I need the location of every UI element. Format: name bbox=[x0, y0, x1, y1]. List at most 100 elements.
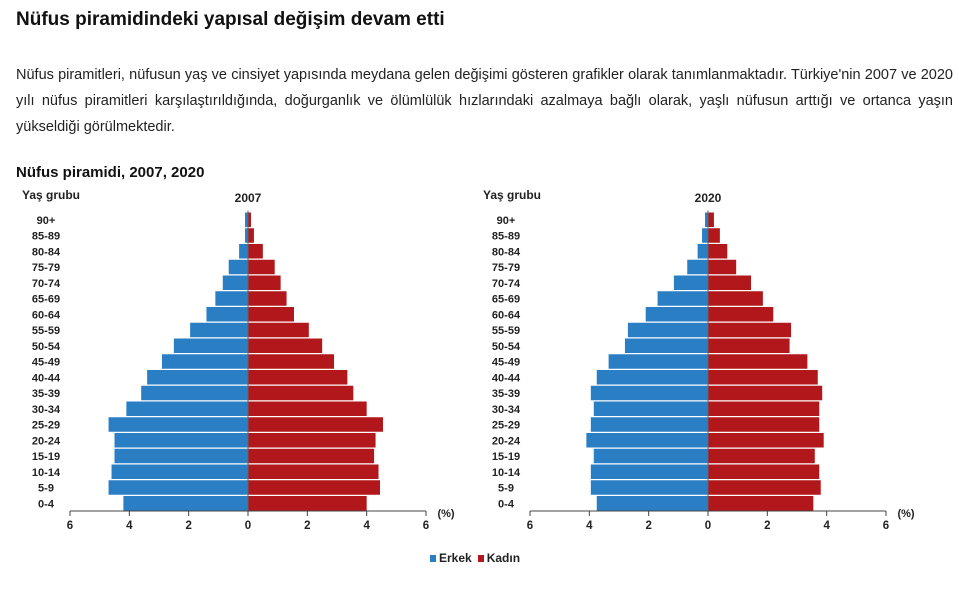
age-label-2007-50-54: 50-54 bbox=[32, 341, 61, 353]
age-label-2007-65-69: 65-69 bbox=[32, 294, 60, 306]
bar-erkek-2007-50-54 bbox=[173, 338, 248, 353]
bar-erkek-2007-20-24 bbox=[114, 433, 248, 448]
bar-kadin-2007-70-74 bbox=[248, 275, 281, 290]
x-tick-label-2020-5: 4 bbox=[823, 520, 830, 532]
bar-erkek-2007-60-64 bbox=[206, 307, 248, 322]
age-label-2007-10-14: 10-14 bbox=[32, 467, 61, 479]
x-axis-unit-2020: (%) bbox=[897, 508, 914, 520]
x-tick-label-2007-6: 6 bbox=[423, 520, 429, 532]
bar-erkek-2020-75-79 bbox=[687, 259, 708, 275]
age-label-2007-70-74: 70-74 bbox=[32, 278, 61, 290]
x-tick-label-2020-3: 0 bbox=[705, 520, 711, 532]
bar-kadin-2007-60-64 bbox=[248, 307, 294, 322]
bar-erkek-2007-40-44 bbox=[147, 370, 248, 385]
bar-kadin-2007-35-39 bbox=[248, 385, 354, 401]
chart-title-2020: 2020 bbox=[695, 191, 722, 205]
bar-erkek-2007-90+ bbox=[245, 212, 248, 227]
bar-kadin-2020-75-79 bbox=[708, 259, 737, 275]
bar-kadin-2007-40-44 bbox=[248, 370, 348, 385]
bar-kadin-2007-20-24 bbox=[248, 433, 376, 448]
age-label-2020-0-4: 0-4 bbox=[498, 498, 515, 510]
age-label-2020-75-79: 75-79 bbox=[492, 262, 520, 274]
bar-erkek-2020-5-9 bbox=[590, 480, 708, 495]
bar-kadin-2020-30-34 bbox=[708, 401, 820, 416]
x-tick-label-2020-6: 6 bbox=[883, 520, 889, 532]
x-tick-label-2020-1: 4 bbox=[586, 520, 593, 532]
bar-kadin-2007-10-14 bbox=[248, 464, 379, 479]
bar-kadin-2020-0-4 bbox=[708, 496, 814, 511]
bar-kadin-2020-25-29 bbox=[708, 417, 820, 432]
age-label-2020-50-54: 50-54 bbox=[492, 341, 521, 353]
bar-erkek-2007-5-9 bbox=[108, 480, 248, 495]
age-label-2007-45-49: 45-49 bbox=[32, 357, 60, 369]
bar-kadin-2007-0-4 bbox=[248, 496, 367, 511]
bar-kadin-2020-55-59 bbox=[708, 322, 792, 338]
age-label-2020-40-44: 40-44 bbox=[492, 372, 521, 384]
bar-kadin-2007-85-89 bbox=[248, 228, 254, 243]
bar-kadin-2020-85-89 bbox=[708, 228, 720, 243]
bar-kadin-2007-5-9 bbox=[248, 480, 381, 495]
bar-erkek-2007-10-14 bbox=[111, 464, 249, 479]
bar-erkek-2020-25-29 bbox=[590, 417, 708, 432]
age-label-2007-0-4: 0-4 bbox=[38, 498, 55, 510]
age-label-2007-25-29: 25-29 bbox=[32, 420, 60, 432]
bar-kadin-2020-15-19 bbox=[708, 448, 815, 464]
bar-kadin-2020-45-49 bbox=[708, 354, 808, 369]
bar-erkek-2007-85-89 bbox=[245, 228, 248, 243]
bar-kadin-2020-5-9 bbox=[708, 480, 821, 495]
bar-erkek-2007-55-59 bbox=[190, 322, 248, 338]
bar-kadin-2007-50-54 bbox=[248, 338, 323, 353]
legend-item-kadin: Kadın bbox=[477, 551, 520, 565]
age-label-2007-30-34: 30-34 bbox=[32, 404, 61, 416]
age-label-2007-20-24: 20-24 bbox=[32, 435, 61, 447]
age-label-2020-70-74: 70-74 bbox=[492, 278, 521, 290]
bar-erkek-2020-30-34 bbox=[593, 401, 708, 416]
bar-erkek-2020-60-64 bbox=[645, 307, 708, 322]
bar-erkek-2020-55-59 bbox=[627, 322, 708, 338]
bar-kadin-2007-25-29 bbox=[248, 417, 383, 432]
bar-erkek-2020-40-44 bbox=[596, 370, 708, 385]
figure-title: Nüfus piramidi, 2007, 2020 bbox=[16, 164, 205, 181]
bar-kadin-2020-80-84 bbox=[708, 244, 728, 259]
age-label-2020-90+: 90+ bbox=[497, 215, 516, 227]
y-axis-title-2007: Yaş grubu bbox=[22, 188, 80, 202]
bar-erkek-2007-30-34 bbox=[126, 401, 248, 416]
bar-kadin-2007-65-69 bbox=[248, 291, 287, 306]
bar-erkek-2007-25-29 bbox=[108, 417, 248, 432]
bar-kadin-2007-80-84 bbox=[248, 244, 263, 259]
age-label-2020-5-9: 5-9 bbox=[498, 483, 514, 495]
x-tick-label-2020-0: 6 bbox=[527, 520, 533, 532]
bar-erkek-2007-80-84 bbox=[239, 244, 248, 259]
bar-kadin-2020-70-74 bbox=[708, 275, 752, 290]
x-tick-label-2007-1: 4 bbox=[126, 520, 133, 532]
x-tick-label-2020-4: 2 bbox=[764, 520, 770, 532]
bar-kadin-2020-35-39 bbox=[708, 385, 823, 401]
bar-kadin-2007-15-19 bbox=[248, 448, 375, 464]
age-label-2020-45-49: 45-49 bbox=[492, 357, 520, 369]
bar-kadin-2020-90+ bbox=[708, 212, 714, 227]
bar-kadin-2020-40-44 bbox=[708, 370, 818, 385]
bar-erkek-2020-70-74 bbox=[673, 275, 708, 290]
bar-erkek-2007-75-79 bbox=[228, 259, 248, 275]
bar-erkek-2020-20-24 bbox=[586, 433, 708, 448]
x-tick-label-2007-0: 6 bbox=[67, 520, 73, 532]
age-label-2007-15-19: 15-19 bbox=[32, 451, 60, 463]
bar-kadin-2007-45-49 bbox=[248, 354, 335, 369]
bar-erkek-2007-65-69 bbox=[215, 291, 248, 306]
bar-kadin-2007-75-79 bbox=[248, 259, 275, 275]
age-label-2020-80-84: 80-84 bbox=[492, 246, 521, 258]
chart-legend: Erkek Kadın bbox=[430, 551, 526, 565]
bar-erkek-2020-80-84 bbox=[697, 244, 708, 259]
page-title: Nüfus piramidindeki yapısal değişim deva… bbox=[16, 9, 445, 30]
legend-swatch-erkek bbox=[430, 554, 436, 562]
y-axis-title-2020: Yaş grubu bbox=[483, 188, 541, 202]
age-label-2020-15-19: 15-19 bbox=[492, 451, 520, 463]
age-label-2007-75-79: 75-79 bbox=[32, 262, 60, 274]
x-axis-unit-2007: (%) bbox=[437, 508, 454, 520]
age-label-2020-55-59: 55-59 bbox=[492, 325, 520, 337]
bar-erkek-2020-0-4 bbox=[596, 496, 708, 511]
bar-kadin-2007-30-34 bbox=[248, 401, 367, 416]
legend-item-erkek: Erkek bbox=[430, 551, 472, 565]
age-label-2020-85-89: 85-89 bbox=[492, 231, 520, 243]
chart-title-2007: 2007 bbox=[235, 191, 262, 205]
